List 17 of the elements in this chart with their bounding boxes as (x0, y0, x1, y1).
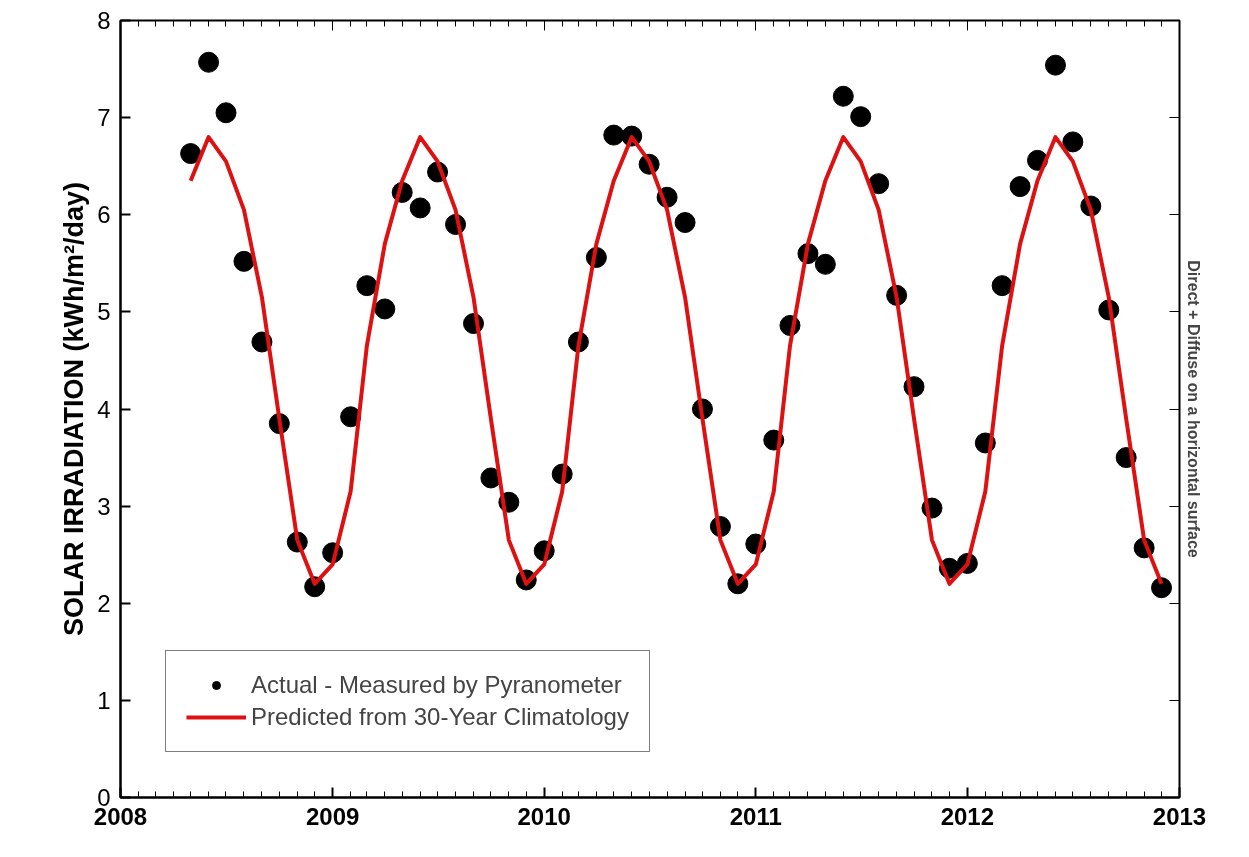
x-tick-label: 2012 (940, 802, 995, 830)
y-tick-label: 7 (97, 104, 111, 132)
y2-axis-title: Direct + Diffuse on a horizontal surface (1184, 260, 1202, 558)
y-tick-label: 1 (97, 686, 111, 714)
x-tick-label: 2009 (305, 802, 360, 830)
x-tick-label: 2011 (729, 802, 782, 830)
y-tick-label: 2 (97, 589, 111, 617)
y-axis-title: SOLAR IRRADIATION (kWh/m²/day) (59, 182, 90, 636)
y-tick-label: 5 (97, 298, 111, 326)
legend-label: Predicted from 30-Year Climatology (251, 703, 629, 731)
x-tick-label: 2013 (1152, 802, 1207, 830)
y-tick-label: 3 (97, 492, 111, 520)
y-tick-label: 8 (97, 7, 111, 34)
y-tick-label: 6 (97, 201, 111, 229)
y-tick-label: 4 (97, 395, 111, 423)
x-tick-label: 2010 (517, 802, 571, 830)
legend-label: Actual - Measured by Pyranometer (251, 671, 622, 699)
